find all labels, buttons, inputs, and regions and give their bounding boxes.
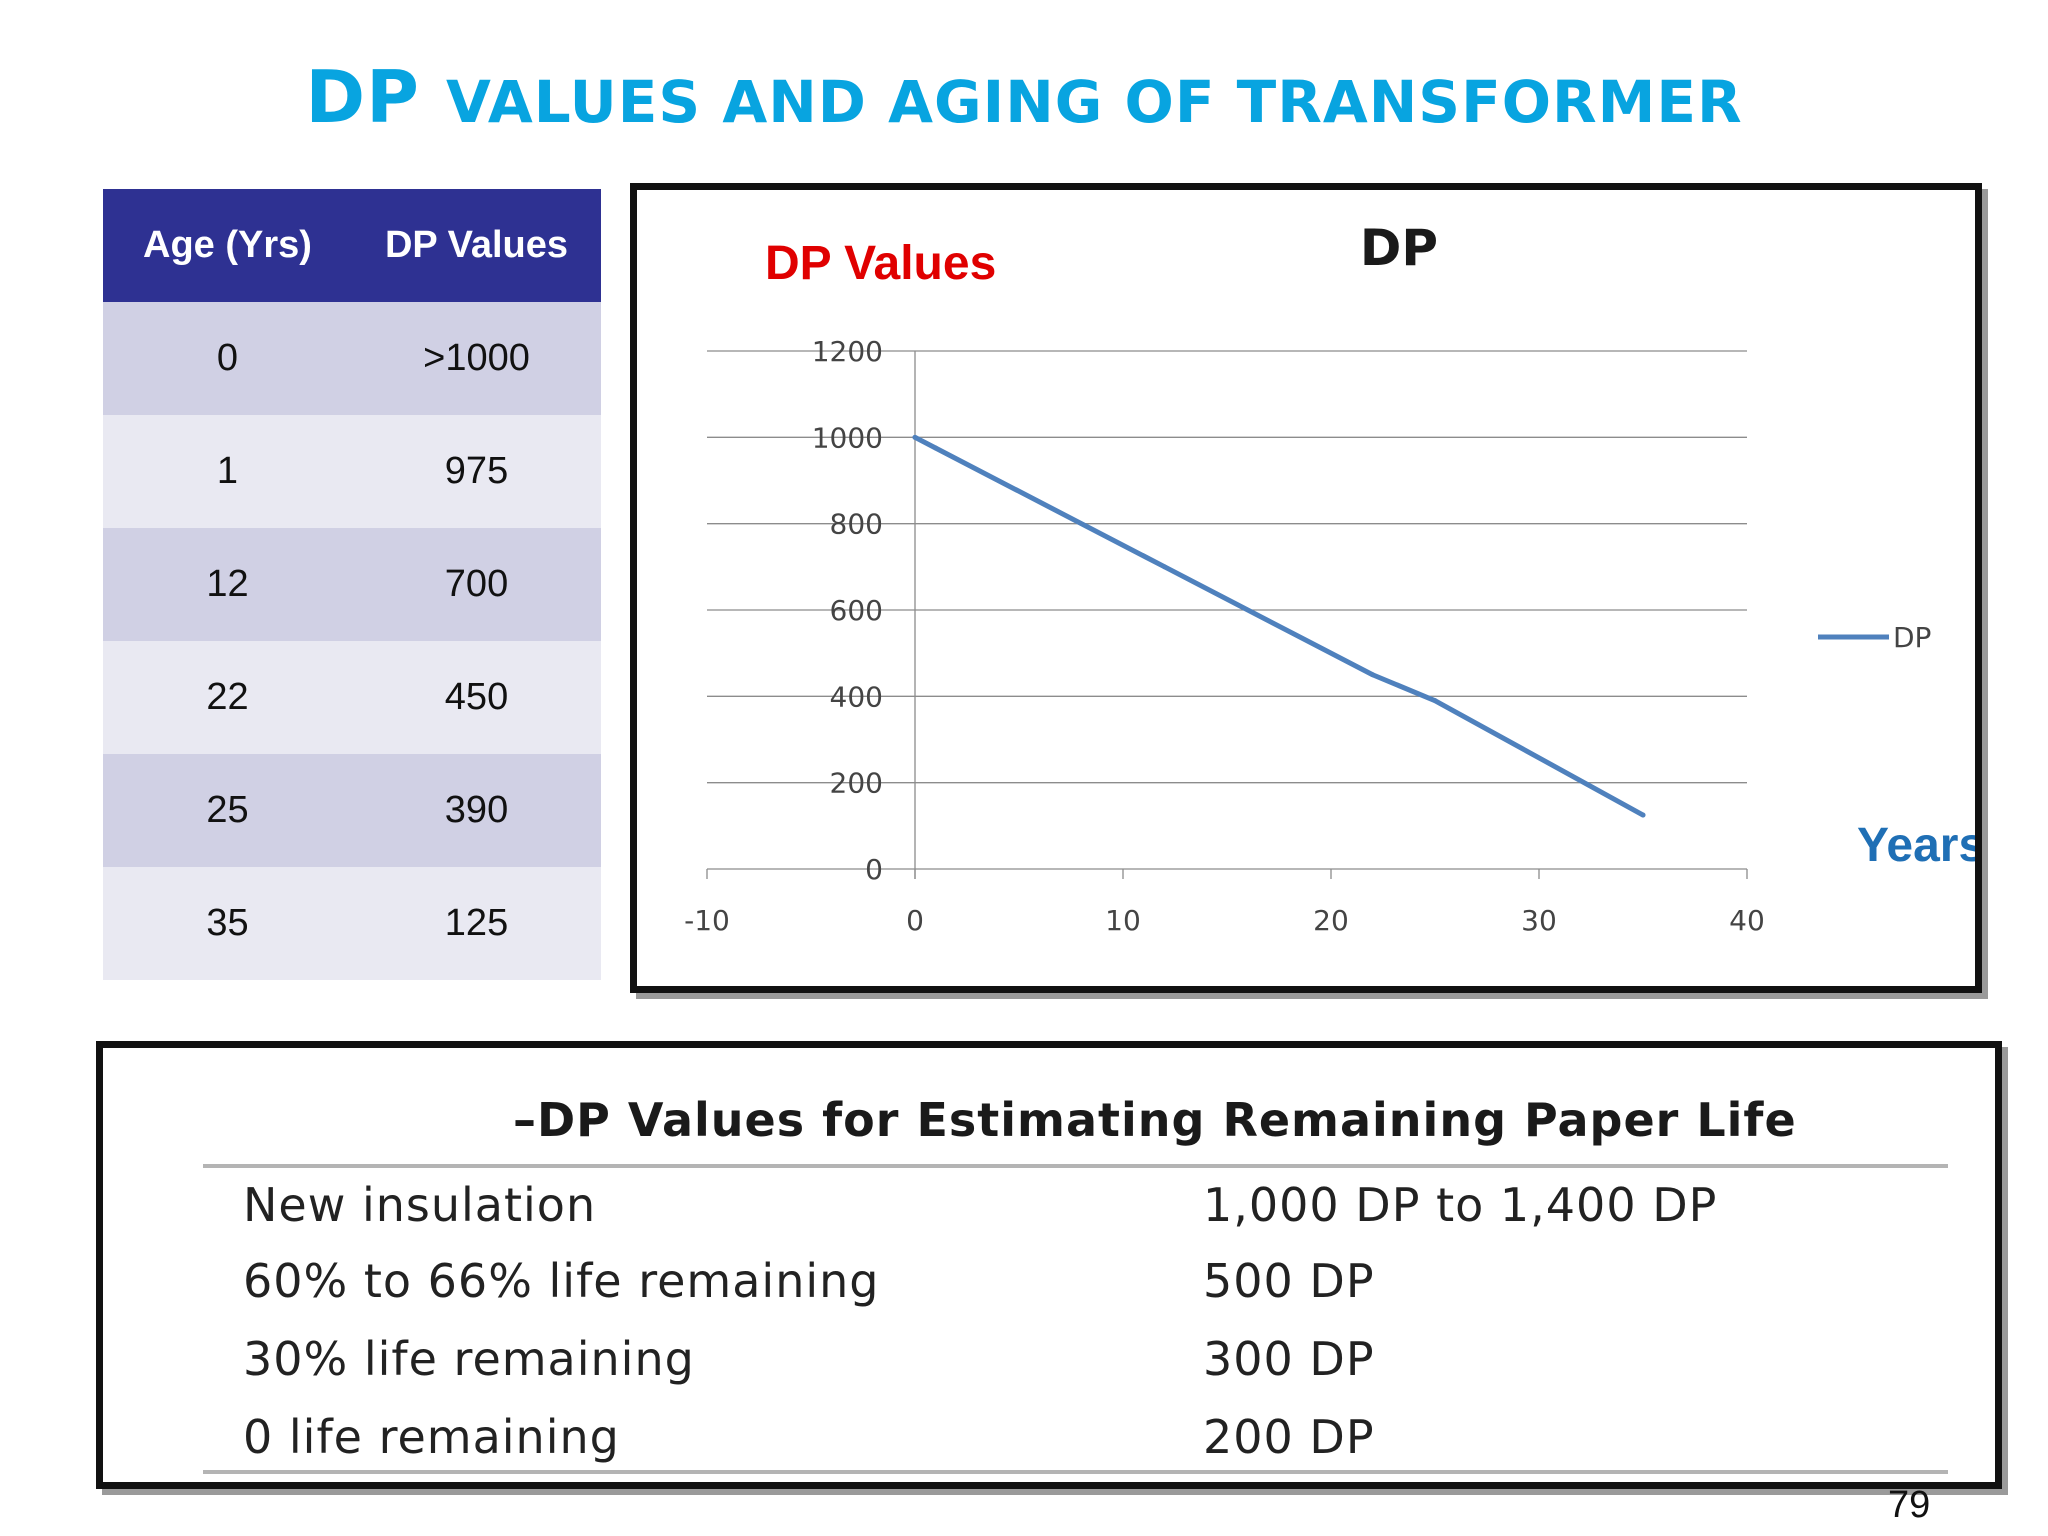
y-tick-label: 400 <box>830 680 883 713</box>
life-row-label: 30% life remaining <box>243 1332 695 1386</box>
y-tick-label: 600 <box>830 594 883 627</box>
table-row: 12 700 <box>103 528 601 641</box>
y-tick-label: 800 <box>830 508 883 541</box>
table-row: 0 >1000 <box>103 302 601 415</box>
series-line-dp <box>912 434 1646 818</box>
data-point <box>912 434 918 440</box>
table-row: 25 390 <box>103 754 601 867</box>
title-rest: VALUES AND AGING OF TRANSFORMER <box>445 68 1743 136</box>
list-item: New insulation 1,000 DP to 1,400 DP <box>103 1178 1995 1248</box>
data-point <box>1432 698 1438 704</box>
life-row-label: New insulation <box>243 1178 597 1232</box>
page-title: DP VALUES AND AGING OF TRANSFORMER <box>0 52 2048 147</box>
table-cell-dp: 125 <box>352 867 601 980</box>
data-point <box>1640 812 1646 818</box>
life-row-value: 500 DP <box>1203 1254 1375 1308</box>
table-cell-age: 0 <box>103 302 352 415</box>
y-axis-title: DP Values <box>765 237 996 290</box>
y-tick-label: 200 <box>830 767 883 800</box>
table-header-row: Age (Yrs) DP Values <box>103 189 601 302</box>
list-item: 30% life remaining 300 DP <box>103 1332 1995 1402</box>
page-number: 79 <box>1888 1484 1931 1526</box>
bottom-divider <box>203 1470 1948 1474</box>
data-point <box>1370 672 1376 678</box>
x-axis-title: Years <box>1857 819 1975 872</box>
table-cell-dp: 390 <box>352 754 601 867</box>
list-item: 60% to 66% life remaining 500 DP <box>103 1254 1995 1324</box>
table-cell-age: 25 <box>103 754 352 867</box>
x-tick-label: 20 <box>1313 904 1349 937</box>
table-row: 1 975 <box>103 415 601 528</box>
x-tick-label: 0 <box>906 904 924 937</box>
life-row-value: 300 DP <box>1203 1332 1375 1386</box>
list-item: 0 life remaining 200 DP <box>103 1410 1995 1480</box>
table-cell-dp: 975 <box>352 415 601 528</box>
age-dp-table: Age (Yrs) DP Values 0 >1000 1 975 12 700… <box>103 189 601 980</box>
heading-divider <box>203 1164 1948 1168</box>
y-tick-label: 0 <box>865 853 883 886</box>
table-cell-age: 12 <box>103 528 352 641</box>
data-point <box>1162 564 1168 570</box>
y-tick-label: 1200 <box>812 335 883 368</box>
y-tick-label: 1000 <box>812 421 883 454</box>
remaining-life-box: –DP Values for Estimating Remaining Pape… <box>96 1041 2002 1489</box>
x-tick-label: 40 <box>1729 904 1765 937</box>
x-tick-label: 30 <box>1521 904 1557 937</box>
remaining-life-heading: –DP Values for Estimating Remaining Pape… <box>513 1093 1797 1147</box>
table-row: 35 125 <box>103 867 601 980</box>
table-cell-age: 1 <box>103 415 352 528</box>
life-row-value: 200 DP <box>1203 1410 1375 1464</box>
life-row-label: 60% to 66% life remaining <box>243 1254 880 1308</box>
table-cell-age: 22 <box>103 641 352 754</box>
x-tick-label: 10 <box>1105 904 1141 937</box>
chart-frame: 0 200 400 600 800 1000 1200 -10 0 10 20 30 40 DP DP Va… <box>630 183 1982 993</box>
life-row-label: 0 life remaining <box>243 1410 620 1464</box>
table-cell-dp: >1000 <box>352 302 601 415</box>
title-prefix: DP <box>305 55 420 139</box>
data-point <box>933 445 939 451</box>
table-row: 22 450 <box>103 641 601 754</box>
life-row-value: 1,000 DP to 1,400 DP <box>1203 1178 1718 1232</box>
table-cell-dp: 700 <box>352 528 601 641</box>
chart-title: DP <box>1360 219 1438 277</box>
dp-line-chart: 0 200 400 600 800 1000 1200 -10 0 10 20 30 40 DP DP Va… <box>684 219 1975 937</box>
legend-label: DP <box>1893 621 1931 654</box>
column-header-dp: DP Values <box>352 189 601 302</box>
table-cell-dp: 450 <box>352 641 601 754</box>
x-tick-label: -10 <box>684 904 730 937</box>
table-cell-age: 35 <box>103 867 352 980</box>
column-header-age: Age (Yrs) <box>103 189 352 302</box>
